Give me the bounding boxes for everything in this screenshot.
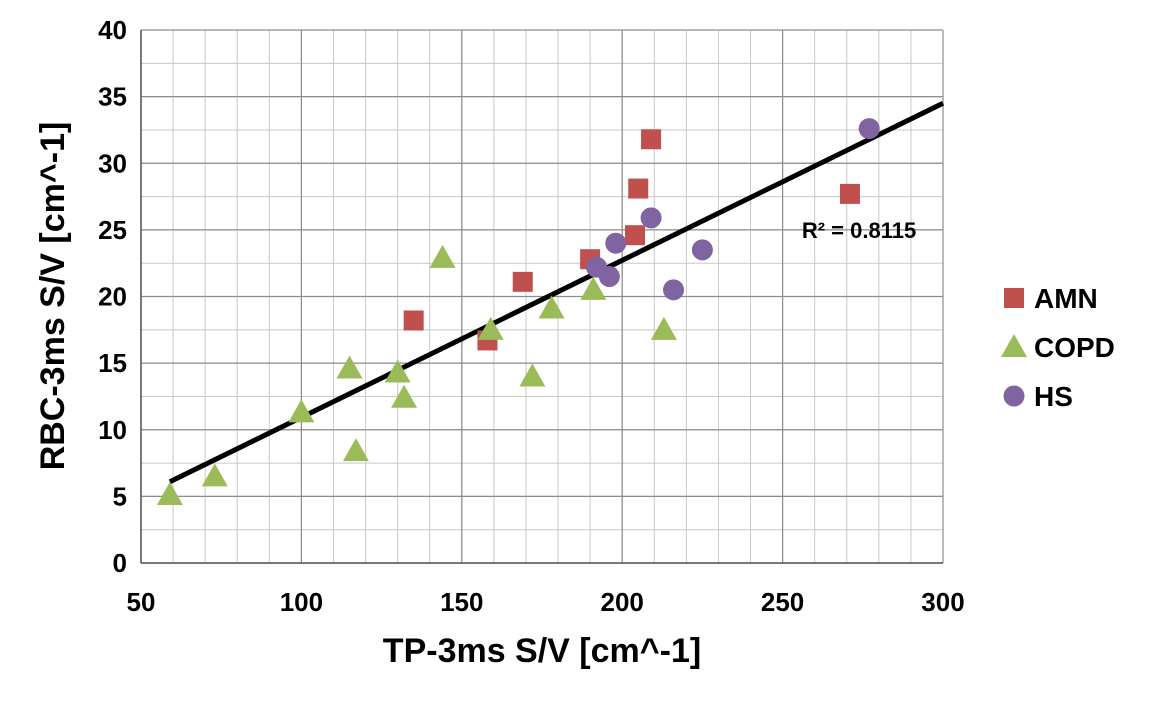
r-squared-label: R² = 0.8115 <box>802 218 916 243</box>
annotations: R² = 0.8115 <box>802 218 916 243</box>
copd-point <box>342 438 369 462</box>
legend-marker-amn <box>1004 288 1024 308</box>
copd-point <box>519 363 546 387</box>
legend-label-hs: HS <box>1034 381 1073 412</box>
amn-point <box>628 178 649 199</box>
copd-point <box>391 384 418 408</box>
legend-label-copd: COPD <box>1034 332 1115 363</box>
x-axis-title: TP-3ms S/V [cm^-1] <box>383 632 701 670</box>
hs-point <box>598 266 620 288</box>
hs-point <box>663 279 685 301</box>
copd-point <box>384 359 411 383</box>
y-tick-label: 35 <box>98 82 127 112</box>
y-axis-title: RBC-3ms S/V [cm^-1] <box>34 122 72 471</box>
tick-labels: 50 100 150 200 250 300 0 5 10 15 20 25 30 35 40 <box>98 15 965 617</box>
axes <box>140 30 943 564</box>
copd-point <box>580 276 607 300</box>
y-tick-label: 0 <box>113 548 127 578</box>
copd-point <box>336 355 363 379</box>
hs-point <box>858 118 880 140</box>
y-tick-label: 25 <box>98 215 127 245</box>
amn-point <box>839 183 860 204</box>
x-tick-label: 150 <box>440 587 483 617</box>
legend-marker-copd <box>1001 334 1027 357</box>
hs-point <box>640 207 662 229</box>
legend-marker-hs <box>1003 385 1025 407</box>
amn-point <box>403 310 424 331</box>
data-points <box>156 118 880 506</box>
copd-point <box>477 316 504 340</box>
copd-point <box>201 463 228 487</box>
x-tick-label: 200 <box>601 587 644 617</box>
copd-point <box>538 295 565 319</box>
y-tick-label: 15 <box>98 348 127 378</box>
copd-point <box>429 244 456 268</box>
amn-point <box>625 225 646 246</box>
copd-point <box>156 482 183 506</box>
amn-point <box>512 271 533 292</box>
hs-point <box>691 239 713 261</box>
amn-point <box>641 129 662 150</box>
x-tick-label: 100 <box>280 587 323 617</box>
copd-point <box>650 316 677 340</box>
y-tick-label: 5 <box>113 481 127 511</box>
copd-point <box>288 399 315 423</box>
y-tick-label: 10 <box>98 415 127 445</box>
hs-point <box>605 232 627 254</box>
y-tick-label: 30 <box>98 148 127 178</box>
y-tick-label: 40 <box>98 15 127 45</box>
legend-label-amn: AMN <box>1034 283 1098 314</box>
y-tick-label: 20 <box>98 282 127 312</box>
x-tick-label: 300 <box>921 587 964 617</box>
x-tick-label: 250 <box>761 587 804 617</box>
legend: AMN COPD HS <box>1001 283 1115 412</box>
x-tick-label: 50 <box>127 587 156 617</box>
